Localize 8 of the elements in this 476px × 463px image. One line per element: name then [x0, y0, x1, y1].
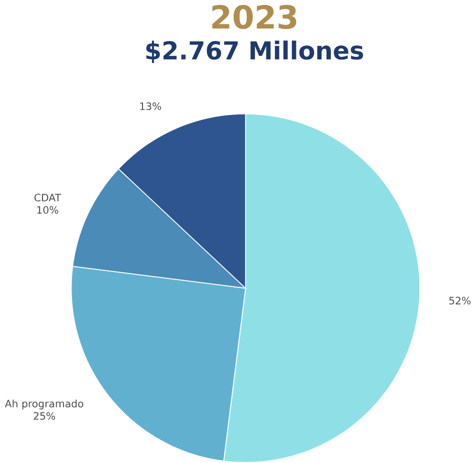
chart-title: 2023 [212, 4, 296, 30]
data-label: 10% [37, 206, 58, 214]
data-label: 13% [140, 102, 162, 110]
chart-subtitle: $2.767 Millones [146, 40, 364, 64]
slice-label: CDAT [34, 194, 62, 202]
data-label: 25% [34, 412, 56, 420]
data-label: 52% [449, 296, 471, 305]
slice-label: Ah programado [4, 400, 84, 410]
